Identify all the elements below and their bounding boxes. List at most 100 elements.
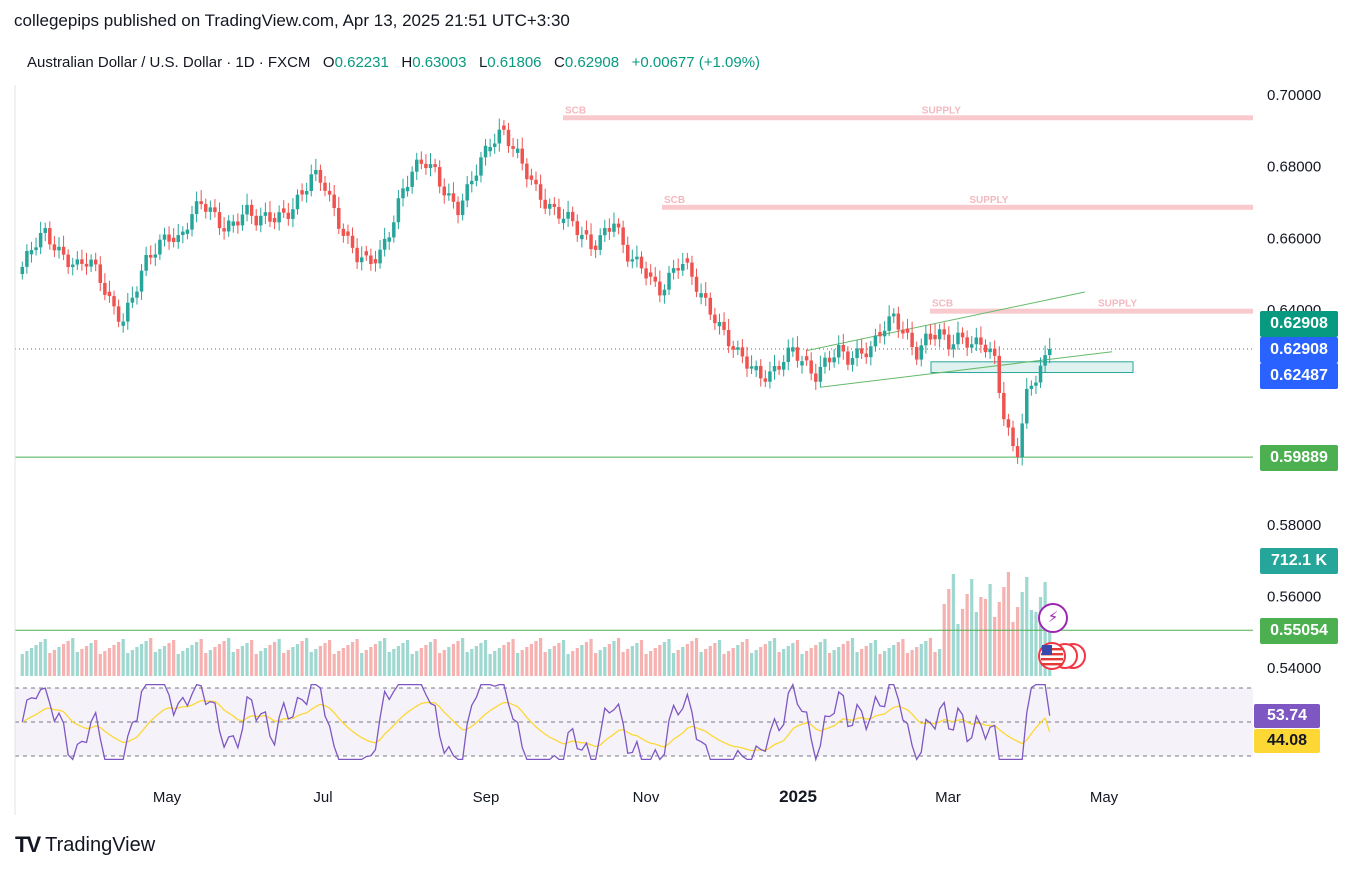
- candle-body: [126, 302, 130, 322]
- candle: [148, 245, 153, 265]
- candle-body: [396, 198, 401, 223]
- candle: [268, 201, 272, 228]
- candle-body: [846, 351, 850, 365]
- x-axis-tick: Jul: [313, 789, 332, 806]
- candle-body: [350, 235, 355, 248]
- candle: [217, 202, 222, 235]
- us-flag-icon[interactable]: [1037, 641, 1087, 671]
- candle: [772, 354, 777, 380]
- volume-bar: [153, 652, 157, 676]
- candle-body: [259, 215, 263, 226]
- volume-bar: [1015, 607, 1020, 676]
- volume-bar: [61, 644, 66, 676]
- candle: [323, 175, 327, 197]
- volume-bar: [98, 654, 102, 676]
- candle-body: [401, 188, 405, 199]
- legend-symbol[interactable]: Australian Dollar / U.S. Dollar · 1D · F…: [27, 54, 311, 71]
- candle-body: [341, 228, 346, 236]
- legend-high: 0.63003: [412, 54, 467, 71]
- candle-body: [882, 330, 887, 337]
- candle: [456, 196, 460, 224]
- y-axis-tick: 0.68000: [1267, 159, 1321, 176]
- volume-bar: [607, 644, 611, 676]
- volume-bar: [1025, 577, 1029, 676]
- candle-body: [483, 145, 488, 158]
- volume-bar: [194, 642, 199, 676]
- candle: [644, 261, 648, 286]
- lightning-icon[interactable]: ⚡: [1038, 603, 1068, 633]
- candle-body: [254, 215, 258, 226]
- candle-body: [768, 371, 772, 382]
- candle-body: [814, 373, 818, 382]
- candle-body: [337, 207, 341, 229]
- candle-body: [52, 244, 57, 251]
- volume-bar: [149, 638, 153, 676]
- candle: [359, 246, 364, 271]
- volume-bar: [887, 648, 891, 676]
- candle-body: [433, 164, 437, 168]
- candle-body: [245, 204, 249, 215]
- volume-bar: [43, 639, 47, 676]
- candle: [387, 232, 391, 250]
- candle-body: [1029, 385, 1034, 389]
- candle-body: [653, 276, 657, 282]
- candle: [713, 307, 717, 331]
- candle: [878, 323, 882, 344]
- candle-body: [722, 321, 726, 330]
- candle: [836, 335, 841, 365]
- candle: [1043, 345, 1047, 373]
- candle: [648, 264, 653, 285]
- volume-bar: [635, 643, 639, 676]
- candle-body: [277, 212, 281, 223]
- candle: [410, 166, 414, 194]
- candle: [185, 222, 190, 240]
- volume-bar: [965, 594, 969, 676]
- candle-body: [662, 289, 667, 296]
- candle-body: [415, 159, 419, 172]
- volume-bar: [727, 651, 731, 676]
- candle-body: [781, 361, 786, 370]
- candle: [809, 352, 813, 381]
- volume-bar: [410, 654, 414, 676]
- volume-bar: [704, 649, 708, 676]
- candle: [249, 199, 254, 225]
- candle: [428, 152, 433, 177]
- candle-body: [43, 228, 47, 233]
- candle-body: [928, 333, 933, 340]
- x-axis-tick: Nov: [633, 789, 660, 806]
- candle-body: [20, 266, 25, 275]
- candle: [350, 227, 355, 254]
- candle-body: [759, 365, 763, 379]
- volume-bar: [282, 653, 286, 676]
- candle-body: [158, 239, 162, 255]
- candle: [373, 250, 378, 272]
- candle-body: [529, 175, 534, 180]
- candle-body: [217, 212, 222, 229]
- supply-zone-start-label: SCB: [932, 299, 953, 310]
- candle-body: [190, 214, 194, 230]
- candle-body: [314, 169, 318, 175]
- volume-bar: [162, 646, 167, 676]
- volume-bar: [543, 652, 547, 676]
- candle-body: [98, 264, 103, 283]
- volume-bar: [869, 643, 873, 676]
- volume-bar: [360, 653, 364, 676]
- volume-bar: [369, 647, 373, 676]
- candle: [447, 183, 451, 201]
- candle: [969, 336, 974, 354]
- candle-body: [832, 357, 836, 363]
- candle-body: [644, 268, 648, 279]
- candle: [928, 323, 933, 345]
- candle: [181, 226, 185, 244]
- volume-bar: [185, 648, 190, 676]
- volume-bar: [305, 638, 309, 676]
- candle-body: [181, 231, 185, 236]
- candle-body: [593, 245, 598, 250]
- candle-body: [543, 199, 547, 209]
- volume-bar: [337, 651, 341, 676]
- tradingview-brand[interactable]: TV TradingView: [15, 832, 155, 858]
- candle: [515, 138, 520, 159]
- volume-bar: [814, 645, 818, 676]
- candle: [1011, 420, 1015, 452]
